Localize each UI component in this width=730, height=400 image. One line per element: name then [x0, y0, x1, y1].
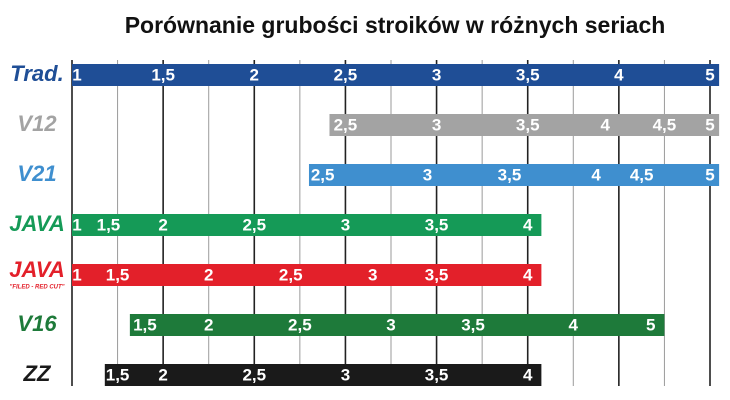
strength-label: 5 — [705, 165, 714, 184]
strength-label: 4 — [614, 65, 624, 84]
strength-label: 5 — [646, 315, 655, 334]
strength-label: 3 — [423, 165, 432, 184]
strength-label: 5 — [705, 65, 714, 84]
strength-label: 2,5 — [288, 315, 312, 334]
strength-label: 3,5 — [516, 65, 540, 84]
strength-label: 3,5 — [425, 215, 449, 234]
strength-label: 4 — [569, 315, 579, 334]
series-name: Trad. — [10, 61, 63, 86]
strength-label: 2 — [158, 215, 167, 234]
strength-label: 1 — [72, 265, 81, 284]
bar — [329, 114, 720, 136]
series-name: V16 — [17, 311, 57, 336]
strength-label: 3 — [341, 365, 350, 384]
series-name: V12 — [17, 111, 57, 136]
bar — [72, 64, 720, 86]
strength-label: 3,5 — [425, 365, 449, 384]
strength-label: 1,5 — [106, 365, 130, 384]
strength-label: 3 — [432, 65, 441, 84]
strength-label: 3,5 — [461, 315, 485, 334]
strength-label: 3,5 — [498, 165, 522, 184]
strength-label: 2,5 — [311, 165, 335, 184]
bar — [104, 364, 542, 386]
strength-label: 3 — [386, 315, 395, 334]
strength-label: 5 — [705, 115, 714, 134]
strength-label: 1 — [72, 65, 81, 84]
strength-label: 4 — [591, 165, 601, 184]
strength-label: 2 — [204, 265, 213, 284]
strength-label: 1 — [72, 215, 81, 234]
chart-title: Porównanie grubości stroików w różnych s… — [125, 12, 666, 38]
strength-label: 4 — [600, 115, 610, 134]
strength-label: 1,5 — [106, 265, 130, 284]
strength-label: 2 — [158, 365, 167, 384]
strength-label: 2 — [204, 315, 213, 334]
bar — [72, 214, 542, 236]
strength-label: 1,5 — [151, 65, 175, 84]
strength-label: 3,5 — [516, 115, 540, 134]
bar — [308, 164, 720, 186]
strength-label: 2 — [250, 65, 259, 84]
series-name: JAVA — [9, 211, 64, 236]
strength-label: 4,5 — [630, 165, 654, 184]
strength-label: 3 — [368, 265, 377, 284]
strength-label: 3,5 — [425, 265, 449, 284]
strength-label: 2,5 — [334, 65, 358, 84]
strength-label: 4 — [523, 365, 533, 384]
strength-label: 4 — [523, 265, 533, 284]
series-name: JAVA — [9, 257, 64, 282]
strength-label: 2,5 — [334, 115, 358, 134]
strength-label: 4 — [523, 215, 533, 234]
bar — [72, 264, 542, 286]
series-name: V21 — [17, 161, 56, 186]
strength-label: 4,5 — [653, 115, 677, 134]
series-note: "FILED - RED CUT" — [9, 285, 64, 291]
series-name: ZZ — [23, 361, 52, 386]
strength-label: 1,5 — [97, 215, 121, 234]
strength-label: 2,5 — [279, 265, 303, 284]
strength-label: 2,5 — [242, 365, 266, 384]
strength-label: 3 — [341, 215, 350, 234]
strength-label: 1,5 — [133, 315, 157, 334]
strength-label: 3 — [432, 115, 441, 134]
bar — [129, 314, 665, 336]
strength-label: 2,5 — [242, 215, 266, 234]
